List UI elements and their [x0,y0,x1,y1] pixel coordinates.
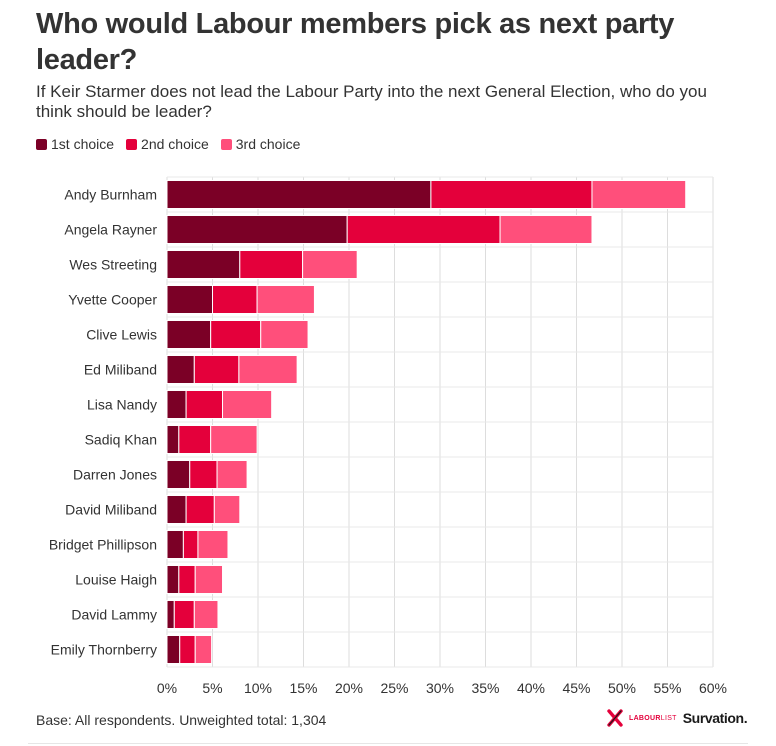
legend-label-first-choice: 1st choice [51,136,115,152]
legend-label-third-choice: 3rd choice [235,136,301,152]
x-tick-label: 55% [653,680,681,695]
bar-segment [194,565,224,594]
x-tick-label: 0% [157,680,177,695]
bar-segment [222,390,273,419]
category-label: David Miliband [65,502,157,518]
x-tick-label: 30% [426,680,454,695]
bar-segment [166,285,213,314]
x-tick-label: 5% [202,680,222,695]
survation-logo: Survation. [682,710,748,726]
labourlist-logo: LABOURLIST [629,715,677,722]
bar-segment [189,460,218,489]
bar-segment [178,565,196,594]
x-tick-label: 35% [471,680,499,695]
category-label: Bridget Phillipson [49,537,157,553]
x-tick-label: 25% [380,680,408,695]
legend-item-third-choice[interactable]: 3rd choice [220,136,301,152]
legend: 1st choice 2nd choice 3rd choice [36,136,300,152]
category-label: Louise Haigh [75,572,157,588]
bar-segment [166,320,212,349]
bar-segment [185,390,224,419]
bar-segment [166,390,187,419]
bar-segment [166,460,191,489]
bottom-rule [28,743,748,744]
labourlist-cross-icon [607,709,623,727]
category-label: Darren Jones [73,467,157,483]
bar-segment [238,355,298,384]
legend-item-second-choice[interactable]: 2nd choice [126,136,209,152]
bar-segment [166,215,348,244]
bar-segment [212,285,258,314]
legend-item-first-choice[interactable]: 1st choice [36,136,114,152]
bar-segment [182,530,199,559]
category-label: Ed Miliband [84,362,157,378]
x-tick-label: 15% [289,680,317,695]
chart-title: Who would Labour members pick as next pa… [36,8,675,76]
category-label: Yvette Cooper [68,292,157,308]
footnote: Base: All respondents. Unweighted total:… [36,712,327,728]
x-tick-label: 20% [335,680,363,695]
category-label: David Lammy [71,607,157,623]
x-tick-label: 50% [608,680,636,695]
bar-segment [166,635,181,664]
bar-segment [185,495,215,524]
bar-segment [256,285,315,314]
bar-segment [216,460,248,489]
category-label: Andy Burnham [64,187,157,203]
x-tick-label: 10% [244,680,272,695]
publisher-logos: LABOURLIST Survation. [607,709,748,727]
bar-segment [166,600,175,629]
legend-swatch-first-choice [36,138,47,150]
labourlist-logo-light: LIST [660,714,677,722]
category-label: Emily Thornberry [51,642,157,658]
bar-segment [179,635,196,664]
bar-segment [591,180,687,209]
stacked-bar-chart: Andy Burnham Angela Rayner Wes Streeting Yv… [49,176,727,695]
bar-segment [193,355,240,384]
legend-swatch-third-choice [220,138,232,150]
bar-segment [194,635,213,664]
bar-segment [430,180,593,209]
category-label: Sadiq Khan [85,432,157,448]
bar-segment [173,600,195,629]
bar-segment [197,530,229,559]
bar-segment [166,530,184,559]
legend-label-second-choice: 2nd choice [141,136,209,152]
bar-segment [178,425,212,454]
bar-segment [213,495,241,524]
bar-segment [166,425,180,454]
bar-segment [166,565,180,594]
bar-segment [166,250,241,279]
legend-swatch-second-choice [126,138,138,150]
bar-segment [166,180,432,209]
labourlist-logo-bold: LABOUR [629,714,661,722]
category-label: Lisa Nandy [87,397,157,413]
x-tick-label: 45% [562,680,590,695]
bar-segment [346,215,501,244]
category-label: Clive Lewis [86,327,157,343]
chart-subtitle: If Keir Starmer does not lead the Labour… [36,82,707,121]
category-label: Angela Rayner [64,222,157,238]
x-tick-label: 40% [517,680,545,695]
bar-segment [166,495,187,524]
category-label: Wes Streeting [69,257,157,273]
bar-segment [210,320,262,349]
bar-segment [239,250,304,279]
bar-segment [260,320,309,349]
bar-segment [499,215,593,244]
bar-segment [193,600,219,629]
bar-segment [210,425,258,454]
bar-segment [166,355,195,384]
x-tick-label: 60% [699,680,727,695]
bar-segment [302,250,358,279]
